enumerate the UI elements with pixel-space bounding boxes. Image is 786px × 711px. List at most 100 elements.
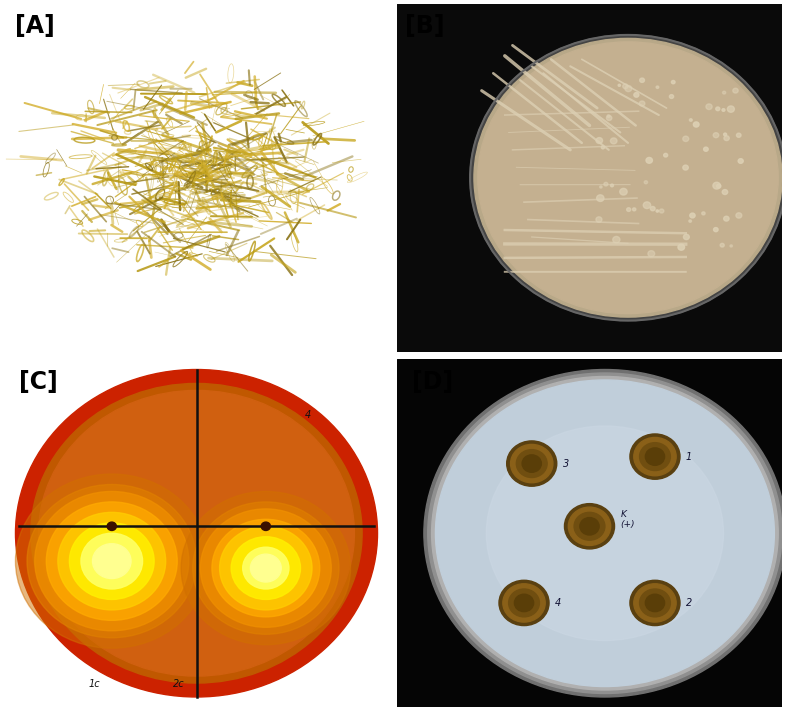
Text: 3: 3 [563,459,569,469]
Circle shape [607,116,612,120]
Circle shape [597,195,604,201]
Circle shape [435,380,774,687]
Circle shape [600,186,602,188]
Circle shape [689,119,692,122]
Text: 4: 4 [555,598,561,608]
Circle shape [724,133,726,136]
Circle shape [633,208,636,211]
Circle shape [432,377,778,690]
Circle shape [58,513,166,610]
Text: 2c: 2c [174,678,185,688]
Circle shape [645,594,665,611]
Circle shape [522,455,542,472]
Circle shape [706,104,712,109]
Text: [C]: [C] [20,370,58,393]
Circle shape [607,114,610,117]
Circle shape [722,109,725,112]
Circle shape [671,80,675,84]
Circle shape [738,159,744,164]
Circle shape [659,209,664,213]
Circle shape [646,157,652,164]
Circle shape [568,507,611,545]
Circle shape [690,213,695,218]
Circle shape [640,589,670,617]
Circle shape [596,137,603,144]
Circle shape [650,206,655,210]
Circle shape [611,184,614,187]
Circle shape [733,88,738,93]
Circle shape [656,210,659,212]
Circle shape [596,217,602,223]
Circle shape [261,522,270,530]
Circle shape [46,502,178,620]
Circle shape [702,212,705,215]
Circle shape [31,383,362,683]
Circle shape [499,580,549,626]
Circle shape [656,86,659,88]
Text: 4: 4 [304,410,310,420]
Circle shape [678,244,685,250]
Circle shape [509,589,539,617]
Circle shape [640,78,645,82]
Circle shape [16,474,208,648]
Circle shape [724,216,729,221]
Circle shape [574,513,605,540]
Circle shape [683,165,689,170]
Circle shape [717,184,721,188]
Circle shape [689,220,692,223]
Circle shape [683,136,689,141]
Circle shape [478,42,778,314]
Circle shape [713,133,718,138]
Text: [B]: [B] [405,14,444,38]
Circle shape [626,208,630,211]
Circle shape [514,594,534,611]
Circle shape [640,443,670,471]
Circle shape [724,136,729,141]
Circle shape [424,370,786,697]
Circle shape [630,580,680,626]
Circle shape [193,502,339,634]
Circle shape [623,84,628,89]
Circle shape [69,523,154,599]
Circle shape [243,547,289,589]
Circle shape [93,544,131,579]
Circle shape [670,95,674,98]
Circle shape [428,373,782,693]
Circle shape [611,138,617,144]
Circle shape [716,107,720,111]
Circle shape [507,441,556,486]
Circle shape [470,35,786,321]
Circle shape [35,491,189,631]
Circle shape [219,526,312,610]
Circle shape [634,437,676,476]
Circle shape [713,182,721,189]
Circle shape [39,390,354,676]
Circle shape [643,202,651,208]
Circle shape [736,133,741,137]
Text: 1: 1 [686,451,692,461]
Circle shape [604,182,608,186]
Circle shape [474,38,782,317]
Circle shape [231,537,300,599]
Circle shape [727,106,734,112]
Circle shape [645,448,665,465]
Circle shape [703,147,708,151]
Circle shape [503,584,545,622]
Circle shape [511,444,553,483]
Circle shape [663,154,667,157]
Circle shape [107,522,116,530]
Circle shape [630,434,680,479]
Circle shape [684,235,689,240]
Text: 2: 2 [686,598,692,608]
Circle shape [618,84,620,86]
Circle shape [487,426,724,641]
Circle shape [601,146,604,149]
Circle shape [693,122,699,127]
Circle shape [16,370,377,697]
Circle shape [564,503,615,549]
Circle shape [730,245,733,247]
Text: 1c: 1c [89,678,101,688]
Circle shape [720,243,724,247]
Circle shape [625,85,632,92]
Circle shape [181,491,351,645]
